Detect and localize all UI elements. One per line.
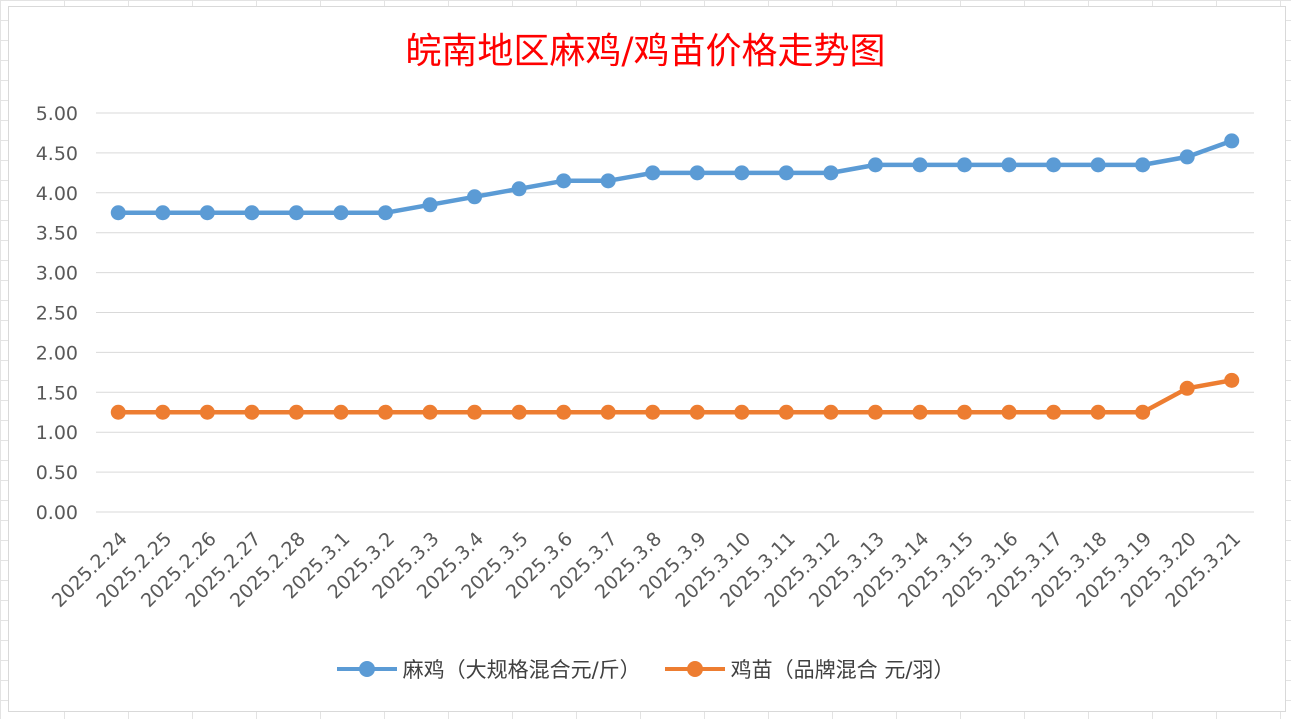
y-tick-label-9: 4.50: [36, 143, 78, 165]
series-1-point-22: [1090, 157, 1106, 173]
series-1-point-14: [734, 165, 750, 181]
series-2-point-9: [511, 404, 527, 420]
series-1-point-24: [1179, 149, 1195, 165]
legend-swatch-series-1: [336, 659, 397, 679]
legend-item-series-1: 麻鸡（大规格混合元/斤）: [336, 654, 641, 684]
series-2-point-25: [1224, 372, 1240, 388]
series-2-point-16: [823, 404, 839, 420]
legend-label-series-1: 麻鸡（大规格混合元/斤）: [402, 658, 641, 682]
y-tick-label-2: 1.00: [36, 422, 78, 444]
series-1-point-12: [645, 165, 661, 181]
series-1-point-1: [155, 205, 171, 221]
y-tick-label-0: 0.00: [36, 502, 78, 524]
series-1-point-8: [467, 189, 483, 205]
series-1-point-19: [957, 157, 972, 173]
series-2-point-10: [556, 404, 572, 420]
series-2-point-24: [1179, 380, 1195, 396]
series-2-point-0: [110, 404, 126, 420]
series-2-point-12: [645, 404, 661, 420]
legend-item-series-2: 鸡苗（品牌混合 元/羽）: [664, 654, 955, 684]
series-1-point-16: [823, 165, 839, 181]
series-1-point-0: [110, 205, 126, 221]
series-2-point-1: [155, 404, 171, 420]
chart-legend: 麻鸡（大规格混合元/斤） 鸡苗（品牌混合 元/羽）: [0, 654, 1291, 684]
series-2-point-7: [422, 404, 438, 420]
series-2-point-20: [1001, 404, 1017, 420]
series-2-point-15: [778, 404, 794, 420]
series-1-point-21: [1046, 157, 1062, 173]
chart-title: 皖南地区麻鸡/鸡苗价格走势图: [405, 31, 886, 72]
series-2-point-18: [912, 404, 928, 420]
y-tick-label-7: 3.50: [36, 223, 78, 245]
series-1-point-7: [422, 197, 438, 213]
series-2-point-6: [378, 404, 393, 420]
y-tick-label-3: 1.50: [36, 382, 78, 404]
series-2-point-21: [1046, 404, 1062, 420]
series-2-point-5: [333, 404, 349, 420]
series-2-point-2: [199, 404, 215, 420]
series-2-point-8: [467, 404, 483, 420]
series-1-point-9: [511, 181, 527, 197]
series-1-point-2: [199, 205, 215, 221]
series-1-point-18: [912, 157, 928, 173]
legend-swatch-series-2: [664, 659, 725, 679]
y-tick-label-10: 5.00: [36, 103, 78, 125]
series-2-point-3: [244, 404, 260, 420]
series-2-point-17: [867, 404, 883, 420]
chart-frame[interactable]: [8, 6, 1286, 712]
series-1-point-17: [867, 157, 883, 173]
y-tick-label-4: 2.00: [36, 342, 78, 364]
y-tick-label-5: 2.50: [36, 303, 78, 325]
y-tick-label-6: 3.00: [36, 263, 78, 285]
series-2-point-4: [288, 404, 304, 420]
series-2-point-11: [600, 404, 616, 420]
series-1-point-10: [556, 173, 572, 189]
series-1-point-3: [244, 205, 260, 221]
series-1-point-11: [600, 173, 616, 189]
series-1-point-20: [1001, 157, 1017, 173]
series-1-point-5: [333, 205, 349, 221]
series-1-point-15: [778, 165, 794, 181]
series-line-2: [116, 378, 1234, 415]
series-2-point-13: [689, 404, 705, 420]
series-2-point-14: [734, 404, 750, 420]
series-1-point-4: [288, 205, 304, 221]
legend-label-series-2: 鸡苗（品牌混合 元/羽）: [730, 658, 955, 682]
series-2-point-22: [1090, 404, 1106, 420]
series-1-point-23: [1135, 157, 1151, 173]
y-tick-label-8: 4.00: [36, 183, 78, 205]
series-1-point-13: [689, 165, 705, 181]
series-2-point-23: [1135, 404, 1151, 420]
series-1-point-6: [378, 205, 393, 221]
series-1-point-25: [1224, 133, 1240, 149]
series-line-1: [116, 138, 1234, 216]
y-tick-label-1: 0.50: [36, 462, 78, 484]
series-2-point-19: [957, 404, 972, 420]
